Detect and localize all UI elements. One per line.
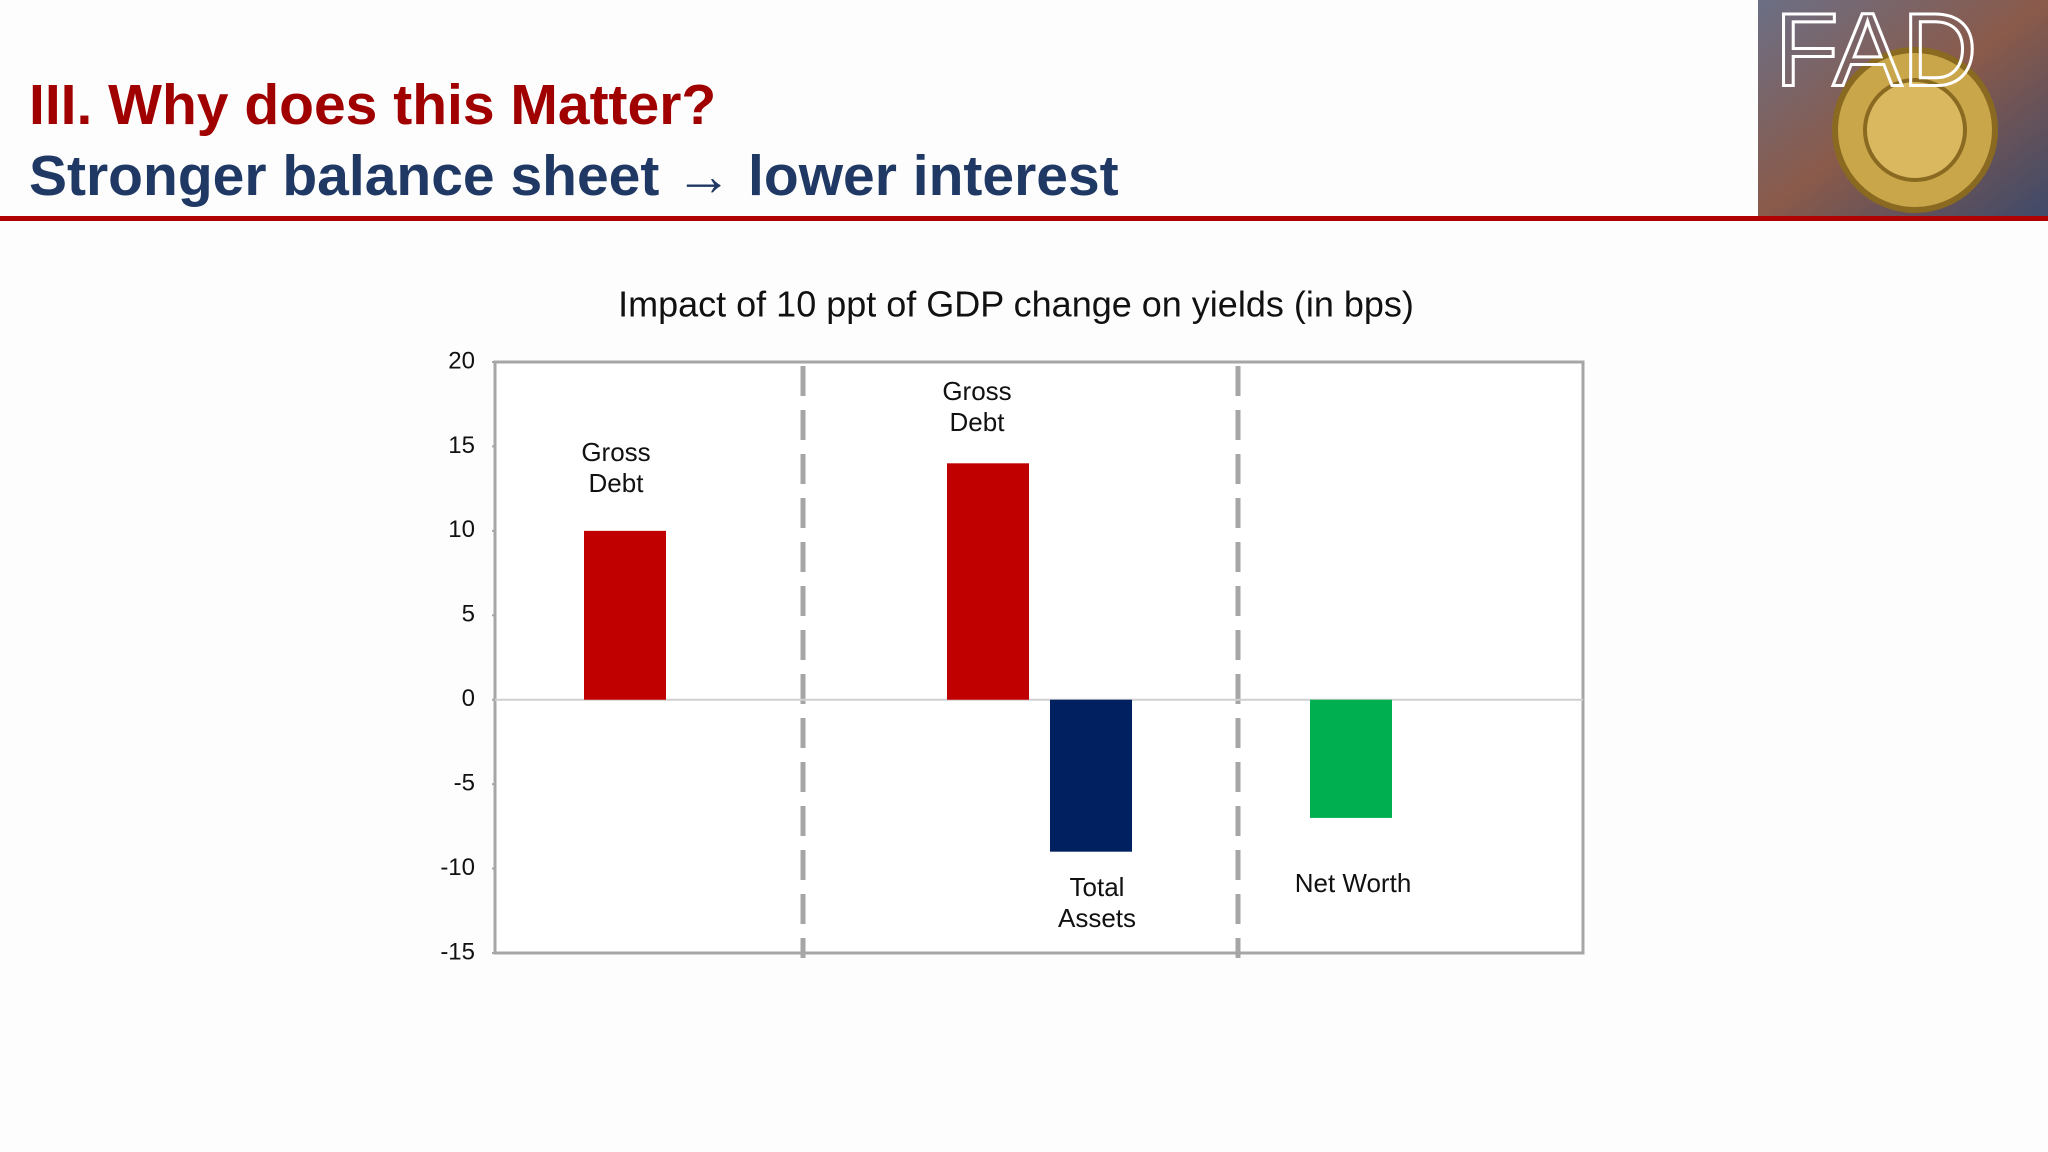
- slide-title: III. Why does this Matter?: [29, 73, 717, 137]
- y-tick-label: -10: [440, 854, 475, 881]
- logo-text: FAD: [1775, 0, 1977, 108]
- y-tick-label: 20: [448, 347, 475, 374]
- title-rule: [0, 216, 1758, 221]
- bar: [947, 463, 1029, 700]
- y-tick-label: 15: [448, 432, 475, 459]
- bar: [584, 530, 666, 700]
- chart-title: Impact of 10 ppt of GDP change on yields…: [618, 284, 1414, 325]
- y-tick-label: 0: [462, 685, 475, 712]
- category-label: Total Assets: [1057, 872, 1137, 933]
- plot-area: [493, 360, 1585, 955]
- y-tick-label: -15: [440, 938, 475, 965]
- slide-subtitle: Stronger balance sheet → lower interest: [29, 144, 1119, 208]
- logo-globe: [1863, 78, 1967, 182]
- bar: [1050, 699, 1132, 852]
- category-label: Gross Debt: [942, 376, 1012, 437]
- category-label: Gross Debt: [581, 437, 651, 498]
- y-tick-label: -5: [454, 769, 475, 796]
- bar: [1310, 699, 1392, 818]
- category-label: Net Worth: [1294, 868, 1412, 898]
- title-rule: [1758, 216, 2048, 221]
- y-tick-label: 5: [462, 601, 475, 628]
- y-tick-label: 10: [448, 516, 475, 543]
